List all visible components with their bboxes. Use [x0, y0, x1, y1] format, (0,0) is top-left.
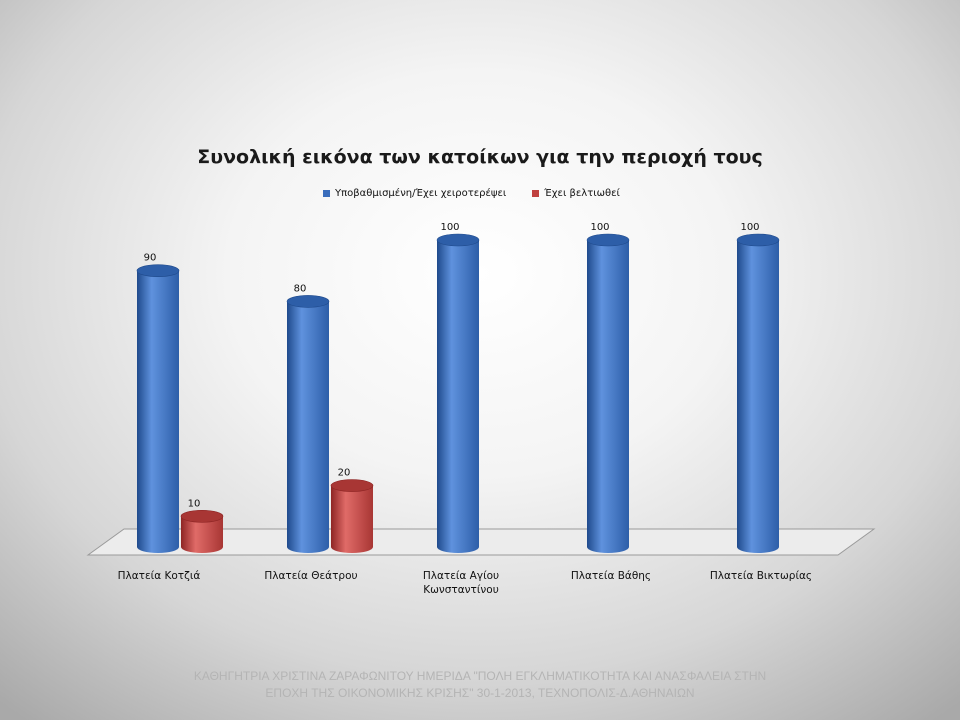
bar-improved-1 [330, 479, 374, 553]
bar-worsened-1 [286, 295, 330, 553]
data-label: 90 [144, 253, 157, 264]
category-label: Πλατεία Κοτζιά [118, 570, 201, 582]
data-label: 20 [338, 468, 351, 479]
legend-item-worsened: Υποβαθμισμένη/Έχει χειροτερέψει [323, 188, 506, 199]
legend-swatch-worsened [323, 190, 330, 197]
legend-item-improved: Έχει βελτιωθεί [532, 188, 620, 199]
bar-worsened-0 [136, 264, 180, 553]
footer-line-2: ΕΠΟΧΗ ΤΗΣ ΟΙΚΟΝΟΜΙΚΗΣ ΚΡΙΣΗΣ" 30-1-2013,… [265, 686, 695, 700]
data-label: 10 [188, 498, 201, 509]
bar-worsened-3 [586, 233, 630, 553]
data-label: 100 [440, 222, 459, 233]
category-label: Πλατεία Θεάτρου [264, 570, 357, 582]
chart-title: Συνολική εικόνα των κατοίκων για την περ… [197, 146, 763, 168]
slide-footer: ΚΑΘΗΓΗΤΡΙΑ ΧΡΙΣΤΙΝΑ ΖΑΡΑΦΩΝΙΤΟΥ ΗΜΕΡΙΔΑ … [0, 668, 960, 702]
category-label: Πλατεία Αγίου Κωνσταντίνου [423, 570, 499, 596]
chart-legend: Υποβαθμισμένη/Έχει χειροτερέψει Έχει βελ… [323, 188, 646, 199]
legend-swatch-improved [532, 190, 540, 197]
legend-label-worsened: Υποβαθμισμένη/Έχει χειροτερέψει [335, 188, 507, 199]
data-label: 100 [590, 222, 609, 233]
bar-improved-0 [180, 509, 224, 553]
bar-worsened-2 [436, 233, 480, 553]
legend-label-improved: Έχει βελτιωθεί [544, 188, 620, 199]
category-label: Πλατεία Βάθης [571, 570, 651, 582]
category-label: Πλατεία Βικτωρίας [710, 570, 812, 582]
bar-worsened-4 [736, 233, 780, 553]
data-label: 80 [294, 283, 307, 294]
footer-line-1: ΚΑΘΗΓΗΤΡΙΑ ΧΡΙΣΤΙΝΑ ΖΑΡΑΦΩΝΙΤΟΥ ΗΜΕΡΙΔΑ … [193, 669, 767, 683]
data-label: 100 [740, 222, 759, 233]
chart-floor [86, 528, 876, 556]
